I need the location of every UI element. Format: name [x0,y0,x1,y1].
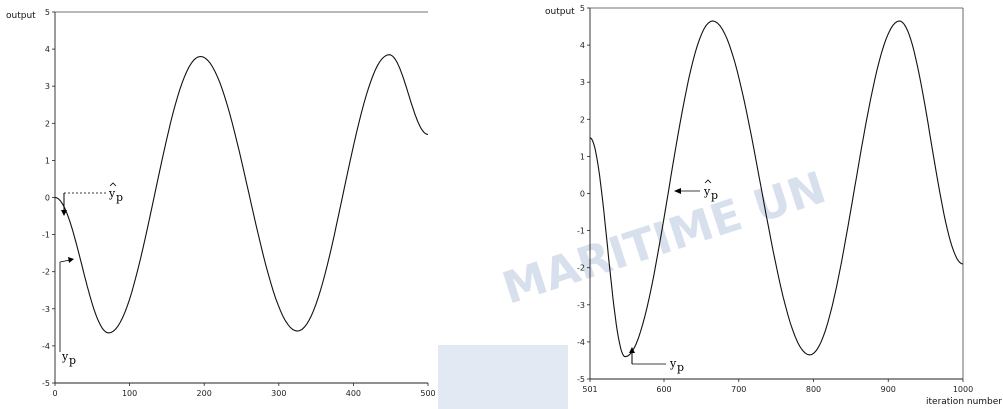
y-p-hat-label-right: y [703,185,711,198]
y-tick-label: 2 [45,119,50,128]
y-tick-label: 4 [580,41,585,50]
x-tick-label: 400 [346,389,361,398]
y-tick-label: 1 [580,152,585,161]
y-p-subscript: p [69,354,76,367]
x-tick-label: 300 [271,389,286,398]
x-tick-label: 0 [52,389,57,398]
y-p-hat-subscript: p [116,191,123,204]
x-tick-label: 100 [122,389,137,398]
y-p-label: y [61,350,69,363]
y-tick-label: -4 [577,338,585,347]
chart-right-x-label: iteration number [926,397,1002,407]
y-tick-label: -1 [42,231,50,240]
y-tick-label: -5 [42,379,50,388]
chart-right-y-ticks: -5 -4 -3 -2 -1 0 1 2 3 4 5 [577,4,590,384]
y-tick-label: 0 [45,194,50,203]
chart-right: -5 -4 -3 -2 -1 0 1 2 3 4 5 501 600 700 800 900 1000 out… [545,4,1002,407]
y-tick-label: -5 [577,375,585,384]
chart-right-series-line [589,20,964,358]
y-tick-label: -2 [577,264,585,273]
y-tick-label: -4 [42,342,50,351]
x-tick-label: 900 [881,385,896,394]
x-tick-label: 200 [197,389,212,398]
chart-left-annotations: y p y p [59,182,123,367]
x-tick-label: 501 [582,385,597,394]
y-tick-label: -1 [577,227,585,236]
chart-right-annotations: y p y p [629,179,718,374]
chart-left-x-ticks: 0 100 200 300 400 500 [52,383,436,398]
x-tick-label: 1000 [953,385,973,394]
chart-left-series-line [54,54,429,334]
y-tick-label: 4 [45,45,50,54]
y-tick-label: 0 [580,190,585,199]
y-tick-label: -3 [577,301,585,310]
y-tick-label: -2 [42,268,50,277]
y-p-hat-label: y [108,187,116,200]
y-p-hat-subscript-right: p [711,189,718,202]
watermark: MARITIME UN [438,162,832,409]
y-tick-label: 2 [580,115,585,124]
chart-right-x-ticks: 501 600 700 800 900 1000 [582,379,973,394]
y-p-subscript-right: p [677,361,684,374]
y-tick-label: 5 [580,4,585,13]
y-tick-label: -3 [42,305,50,314]
y-p-label-right: y [669,357,677,370]
chart-left-y-ticks: -5 -4 -3 -2 -1 0 1 2 3 4 5 [42,8,55,388]
x-tick-label: 500 [420,389,435,398]
chart-right-y-label: output [545,7,575,17]
chart-left: -5 -4 -3 -2 -1 0 1 2 3 4 5 0 100 200 300 400 500 output… [6,8,436,398]
chart-left-y-label: output [6,11,36,21]
y-tick-label: 3 [580,78,585,87]
y-tick-label: 5 [45,8,50,17]
watermark-emblem [438,345,568,409]
x-tick-label: 700 [731,385,746,394]
y-tick-label: 3 [45,82,50,91]
y-tick-label: 1 [45,156,50,165]
x-tick-label: 600 [656,385,671,394]
x-tick-label: 800 [806,385,821,394]
